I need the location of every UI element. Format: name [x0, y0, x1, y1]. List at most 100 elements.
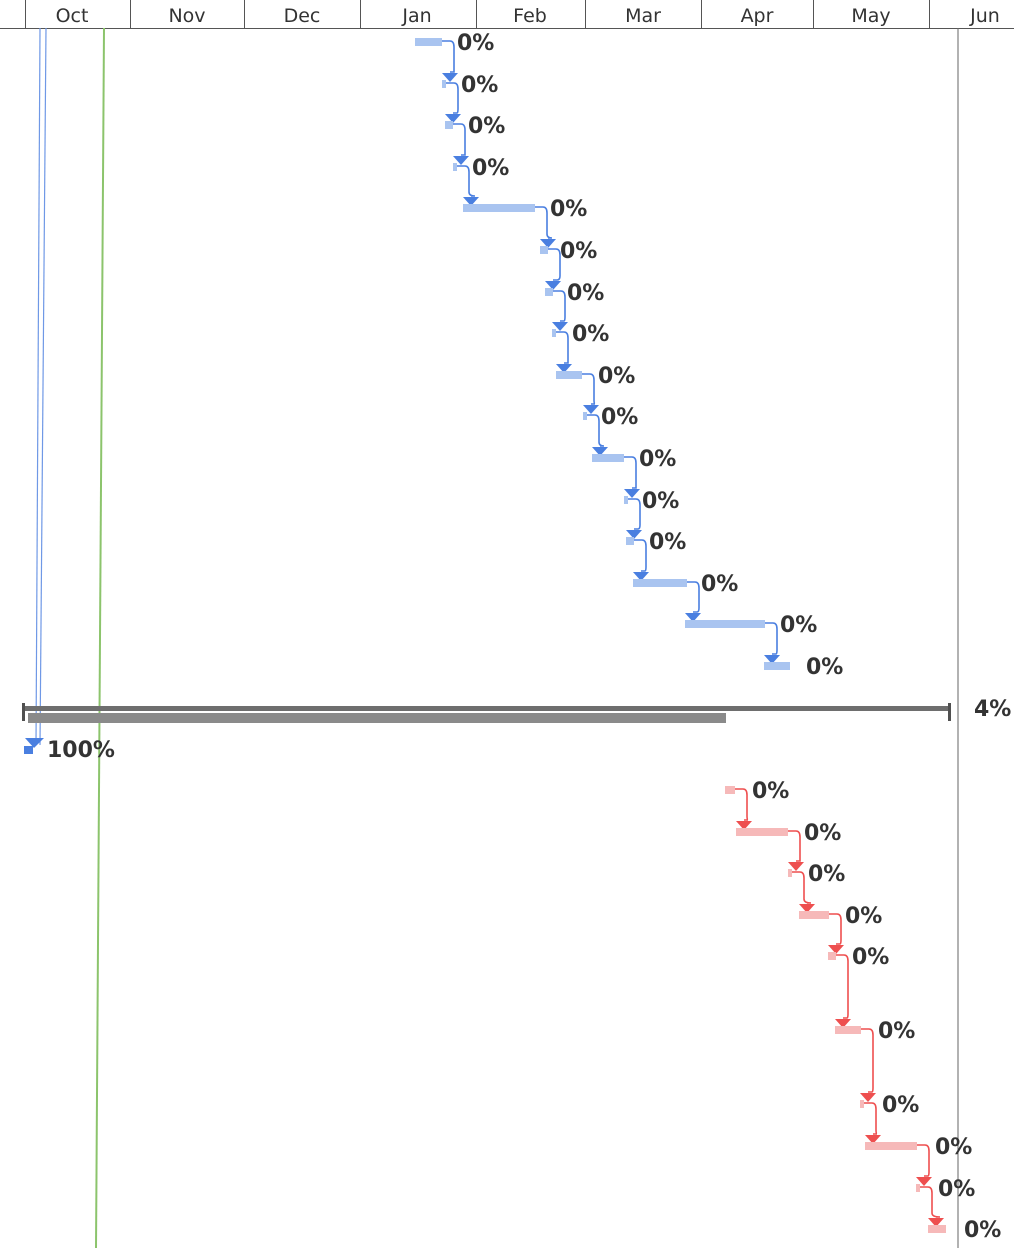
task-bar — [545, 288, 553, 296]
task-percent-label: 0% — [780, 613, 817, 638]
month-divider — [244, 0, 245, 28]
task-percent-label: 0% — [845, 904, 882, 929]
task-percent-label: 0% — [572, 322, 609, 347]
red-task[interactable]: 0% — [725, 779, 789, 804]
task-bar — [860, 1100, 864, 1108]
red-task[interactable]: 0% — [828, 913, 889, 970]
link-arrow — [799, 904, 815, 913]
month-divider — [813, 0, 814, 28]
blue-task[interactable]: 0% — [633, 539, 738, 597]
link-arrow — [540, 239, 556, 248]
blue-task[interactable]: 0% — [552, 290, 609, 347]
blue-task[interactable]: 0% — [442, 40, 498, 98]
blue-task[interactable]: 0% — [587, 414, 676, 472]
link-line — [792, 871, 812, 904]
link-arrow — [552, 322, 568, 331]
task-percent-label: 0% — [472, 156, 509, 181]
link-line — [624, 456, 637, 489]
task-percent-label: 0% — [882, 1093, 919, 1118]
blue-task[interactable]: 0% — [535, 206, 597, 264]
link-arrow — [916, 1177, 932, 1186]
link-line — [587, 414, 605, 447]
timescale-header: Oct Nov Dec Jan Feb Mar Apr May Jun — [0, 0, 1014, 29]
red-task[interactable]: 0% — [916, 1144, 975, 1202]
link-arrow — [633, 572, 649, 581]
link-arrow — [624, 489, 640, 498]
month-label-may: May — [851, 5, 891, 27]
link-arrow — [828, 945, 844, 954]
task-bar — [725, 786, 735, 794]
blue-task[interactable]: 0% — [415, 31, 494, 56]
link-line — [920, 1186, 941, 1218]
month-label-jan: Jan — [402, 5, 432, 27]
red-task[interactable]: 0% — [864, 1102, 972, 1160]
link-line — [628, 498, 641, 530]
link-arrow — [583, 405, 599, 414]
link-arrow — [860, 1093, 876, 1102]
red-task[interactable]: 0% — [788, 830, 845, 887]
month-divider — [360, 0, 361, 28]
red-task[interactable]: 0% — [792, 871, 882, 929]
link-line — [788, 830, 801, 862]
month-label-jun: Jun — [970, 5, 1000, 27]
blue-task[interactable]: 0% — [445, 82, 505, 139]
link-line — [829, 913, 842, 945]
link-arrow — [764, 655, 780, 664]
month-divider — [130, 0, 131, 28]
completed-task[interactable]: 100% — [24, 738, 115, 763]
task-bar — [865, 1142, 917, 1150]
link-arrow — [788, 862, 804, 871]
link-arrow — [545, 281, 561, 290]
link-line — [765, 622, 778, 655]
task-percent-label: 0% — [701, 572, 738, 597]
blue-task-group: 0%0%0%0%0%0%0%0%0%0%0%0%0%0%0%0% — [415, 31, 843, 680]
link-line — [917, 1144, 930, 1177]
month-label-feb: Feb — [513, 5, 547, 27]
blue-task[interactable]: 0% — [764, 622, 843, 680]
red-task[interactable]: 0% — [835, 954, 915, 1044]
link-arrow — [835, 1019, 851, 1028]
red-task[interactable]: 0% — [860, 1028, 919, 1118]
task-percent-label: 0% — [457, 31, 494, 56]
task-bar — [556, 371, 582, 379]
blue-task[interactable]: 0% — [626, 498, 686, 555]
task-bar — [928, 1225, 946, 1233]
month-label-apr: Apr — [740, 5, 774, 27]
task-bar — [415, 38, 442, 46]
blue-task[interactable]: 0% — [624, 456, 679, 514]
task-bar — [463, 204, 535, 212]
link-arrow — [928, 1218, 944, 1227]
link-line — [864, 1102, 878, 1135]
task-percent-label: 0% — [752, 779, 789, 804]
red-task[interactable]: 0% — [920, 1186, 1001, 1243]
blue-task[interactable]: 0% — [453, 123, 509, 181]
link-line — [457, 165, 476, 197]
task-bar — [736, 828, 788, 836]
task-bar — [916, 1184, 920, 1192]
task-bar — [592, 454, 624, 462]
task-percent-label: 0% — [935, 1135, 972, 1160]
task-percent-label: 0% — [598, 364, 635, 389]
task-percent-label: 0% — [567, 281, 604, 306]
link-line — [535, 206, 553, 239]
summary-task[interactable]: 4% — [22, 697, 1011, 723]
blue-task[interactable]: 0% — [545, 248, 604, 306]
blue-task[interactable]: 0% — [582, 373, 638, 430]
month-divider — [476, 0, 477, 28]
task-percent-label: 0% — [649, 530, 686, 555]
task-percent-label: 0% — [938, 1177, 975, 1202]
month-label-dec: Dec — [283, 5, 321, 27]
blue-task[interactable]: 0% — [457, 165, 587, 222]
red-task[interactable]: 0% — [735, 788, 841, 846]
task-percent-label: 0% — [550, 197, 587, 222]
month-label-mar: Mar — [625, 5, 661, 27]
blue-task[interactable]: 0% — [685, 581, 817, 638]
task-bar — [24, 746, 33, 754]
task-bar — [633, 579, 687, 587]
link-line — [634, 539, 647, 572]
link-arrow — [25, 738, 44, 748]
task-bar — [445, 121, 453, 129]
blue-task[interactable]: 0% — [556, 331, 635, 389]
summary-bracket — [22, 703, 25, 721]
